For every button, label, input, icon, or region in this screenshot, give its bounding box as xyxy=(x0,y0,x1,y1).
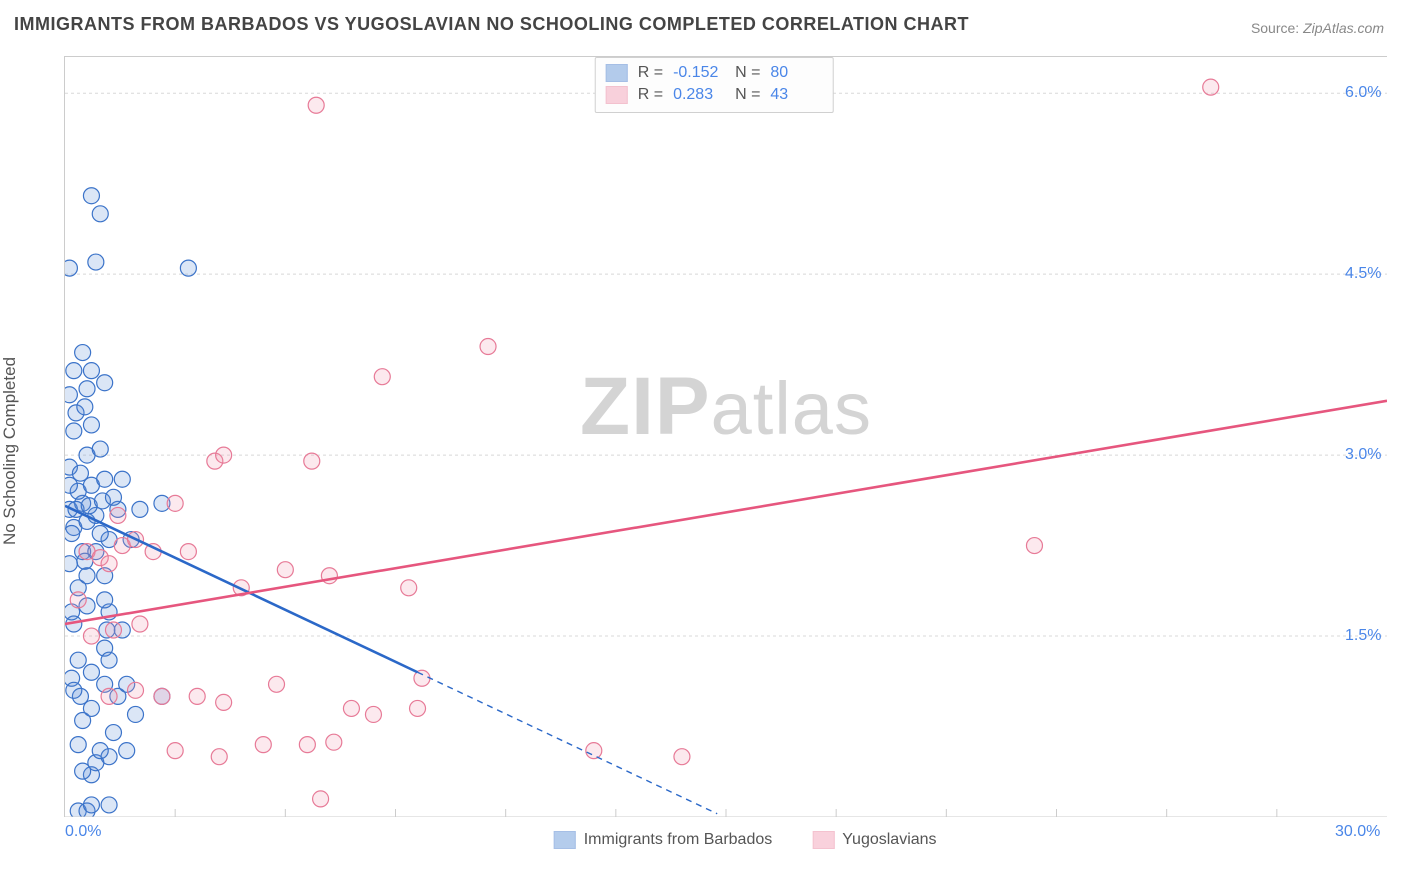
chart-area: No Schooling Completed ZIPatlas R = -0.1… xyxy=(46,56,1390,846)
legend-swatch-yugoslavians xyxy=(606,86,628,104)
legend-swatch-bottom-barbados xyxy=(554,831,576,849)
grid-lines xyxy=(65,93,1387,636)
y-tick-label: 4.5% xyxy=(1345,265,1387,283)
legend-swatch-barbados xyxy=(606,64,628,82)
r-label: R = xyxy=(638,62,663,84)
legend-label-yugoslavians: Yugoslavians xyxy=(842,831,936,849)
legend-item-barbados: Immigrants from Barbados xyxy=(554,831,773,849)
scatter-plot: ZIPatlas R = -0.152 N = 80 R = 0.283 N =… xyxy=(64,56,1387,817)
y-tick-label: 3.0% xyxy=(1345,446,1387,464)
n-value-barbados: 80 xyxy=(770,62,822,84)
x-tick-label-origin: 0.0% xyxy=(65,823,101,841)
y-tick-label: 1.5% xyxy=(1345,627,1387,645)
n-label: N = xyxy=(735,62,760,84)
legend-row-barbados: R = -0.152 N = 80 xyxy=(606,62,823,84)
correlation-legend: R = -0.152 N = 80 R = 0.283 N = 43 xyxy=(595,57,834,113)
legend-row-yugoslavians: R = 0.283 N = 43 xyxy=(606,84,823,106)
y-tick-label: 6.0% xyxy=(1345,84,1387,102)
x-tick-label-end: 30.0% xyxy=(1335,823,1380,841)
source-prefix: Source: xyxy=(1251,20,1303,36)
plot-svg xyxy=(65,57,1387,817)
n-value-yugoslavians: 43 xyxy=(770,84,822,106)
series-legend: Immigrants from Barbados Yugoslavians xyxy=(554,831,937,849)
r-label: R = xyxy=(638,84,663,106)
legend-item-yugoslavians: Yugoslavians xyxy=(812,831,936,849)
legend-swatch-bottom-yugoslavians xyxy=(812,831,834,849)
source-attribution: Source: ZipAtlas.com xyxy=(1251,20,1384,36)
scatter-points xyxy=(65,79,1219,817)
r-value-barbados: -0.152 xyxy=(673,62,725,84)
chart-title: IMMIGRANTS FROM BARBADOS VS YUGOSLAVIAN … xyxy=(14,14,969,35)
axis-ticks xyxy=(65,809,1387,817)
n-label: N = xyxy=(735,84,760,106)
source-name: ZipAtlas.com xyxy=(1303,20,1384,36)
legend-label-barbados: Immigrants from Barbados xyxy=(584,831,773,849)
r-value-yugoslavians: 0.283 xyxy=(673,84,725,106)
y-axis-label: No Schooling Completed xyxy=(0,357,20,545)
